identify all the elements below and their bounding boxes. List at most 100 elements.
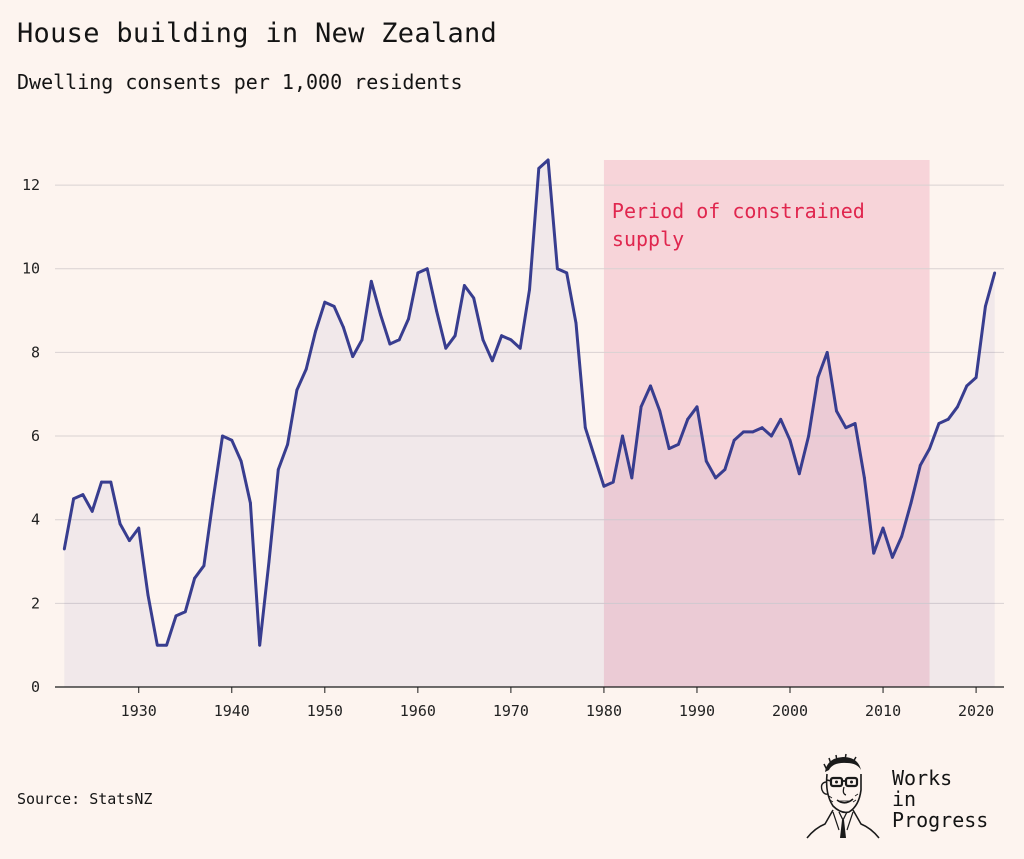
data-point <box>118 522 122 526</box>
data-point <box>983 304 987 308</box>
data-point <box>351 355 355 358</box>
data-point <box>825 350 829 354</box>
data-point <box>314 330 317 333</box>
data-point <box>909 501 913 505</box>
y-tick-label: 0 <box>31 678 40 696</box>
works-in-progress-logo: Works in Progress <box>803 750 1018 842</box>
data-point <box>937 422 941 425</box>
data-point <box>639 405 643 409</box>
data-point <box>221 434 224 438</box>
data-point <box>174 614 178 618</box>
data-point <box>500 334 503 338</box>
highlight-annotation: supply <box>612 227 684 251</box>
data-point <box>304 367 308 371</box>
data-point <box>425 267 429 271</box>
data-point <box>286 443 289 446</box>
data-point <box>667 447 671 450</box>
data-point <box>928 447 931 450</box>
data-point <box>695 405 699 409</box>
data-point <box>183 610 187 614</box>
data-point <box>239 459 243 463</box>
y-tick-label: 12 <box>22 176 40 194</box>
source-note: Source: StatsNZ <box>17 790 153 808</box>
x-tick-label: 2020 <box>958 702 994 720</box>
data-point <box>146 593 150 597</box>
data-point <box>137 526 141 530</box>
data-point <box>593 455 597 459</box>
data-point <box>556 267 559 271</box>
data-point <box>258 643 262 647</box>
y-tick-label: 2 <box>31 594 40 612</box>
data-point <box>574 321 578 325</box>
chart-subtitle: Dwelling consents per 1,000 residents <box>17 70 463 94</box>
data-point <box>918 463 922 467</box>
data-point <box>621 434 624 438</box>
data-point <box>788 438 792 442</box>
data-point <box>165 643 169 647</box>
data-point <box>453 334 457 338</box>
data-point <box>770 434 773 438</box>
x-tick-label: 2010 <box>865 702 901 720</box>
data-point <box>211 497 215 501</box>
data-point <box>248 501 252 505</box>
data-point <box>128 539 131 543</box>
data-point <box>100 480 103 484</box>
data-point <box>537 166 541 170</box>
data-point <box>676 443 680 446</box>
x-tick-label: 1960 <box>400 702 436 720</box>
data-point <box>62 547 66 551</box>
data-point <box>630 476 634 480</box>
data-point <box>853 422 857 425</box>
data-point <box>490 359 494 363</box>
data-point <box>276 468 280 471</box>
x-tick-label: 1980 <box>586 702 622 720</box>
data-point <box>388 342 392 346</box>
data-point <box>900 535 904 538</box>
data-point <box>360 338 364 342</box>
data-point <box>193 576 196 580</box>
data-point <box>397 338 401 342</box>
x-tick-label: 1970 <box>493 702 529 720</box>
data-point <box>472 296 476 300</box>
data-point <box>369 279 373 283</box>
y-tick-label: 8 <box>31 343 40 361</box>
data-point <box>649 384 652 388</box>
data-point <box>267 560 271 563</box>
constrained-supply-band <box>603 160 930 687</box>
data-point <box>965 384 969 388</box>
y-tick-label: 4 <box>31 511 40 529</box>
data-point <box>509 338 513 342</box>
data-point <box>974 376 978 379</box>
data-point <box>323 300 327 304</box>
data-point <box>602 484 606 488</box>
data-point <box>546 158 550 162</box>
data-point <box>872 551 876 555</box>
data-point <box>723 468 727 471</box>
data-point <box>704 459 708 463</box>
x-tick-label: 2000 <box>772 702 808 720</box>
data-point <box>528 288 531 292</box>
highlight-annotation: Period of constrained <box>612 199 865 223</box>
data-point <box>90 509 94 513</box>
data-point <box>946 417 950 421</box>
data-point <box>407 317 410 321</box>
data-point <box>109 480 113 484</box>
data-point <box>658 409 662 413</box>
data-point <box>863 476 866 480</box>
x-tick-label: 1930 <box>121 702 157 720</box>
brand-line-2: in <box>892 787 917 811</box>
data-point <box>714 476 717 480</box>
data-point <box>835 409 838 413</box>
data-point <box>844 426 848 430</box>
data-point <box>797 472 801 476</box>
data-point <box>295 388 299 392</box>
y-tick-label: 6 <box>31 427 40 445</box>
data-point <box>565 271 569 275</box>
data-point <box>202 564 206 568</box>
chart-title: House building in New Zealand <box>17 18 498 49</box>
data-point <box>155 643 159 647</box>
data-point <box>81 493 85 497</box>
data-point <box>686 417 690 421</box>
data-point <box>993 271 997 275</box>
data-point <box>779 417 783 421</box>
